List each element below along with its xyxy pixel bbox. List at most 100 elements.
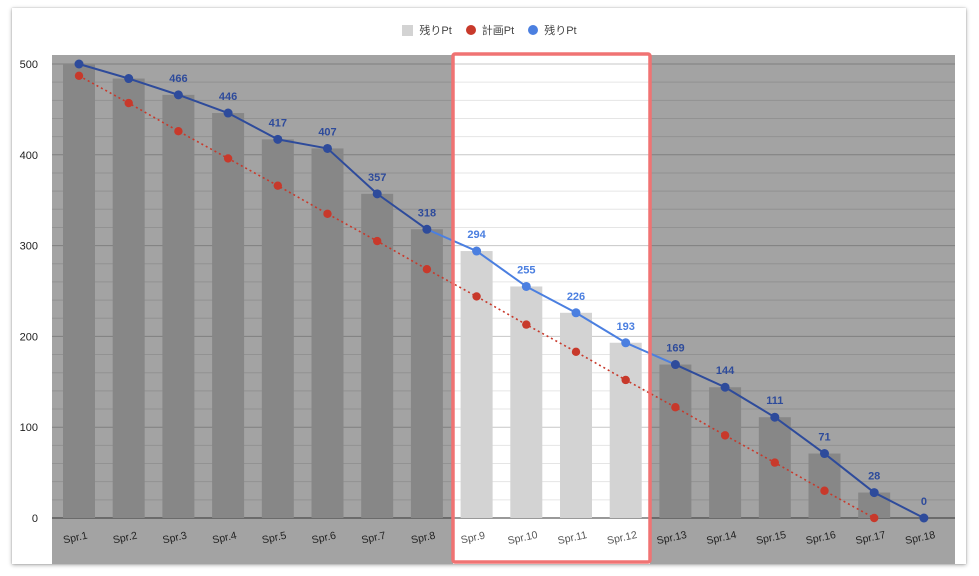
legend-item-plan[interactable]: 計画Pt [465,22,515,38]
remaining-point-Spr.8 [422,224,432,234]
data-label-Spr.8: 318 [418,207,436,219]
remaining-point-Spr.6 [323,143,332,153]
remaining-point-Spr.11 [571,308,581,318]
remaining-line-segment [724,386,776,419]
legend-label-bar: 残りPt [419,25,452,37]
bar-Spr.13 [659,364,692,518]
data-label-Spr.7: 357 [368,172,386,184]
legend-item-remaining[interactable]: 残りPt [528,22,577,38]
highlight-box [451,52,652,564]
remaining-point-Spr.13 [670,360,680,370]
bar-Spr.3 [162,94,195,518]
bar-Spr.12 [609,342,642,518]
data-label-Spr.12: 193 [617,321,635,333]
plan-point-Spr.5 [273,181,282,190]
plan-point-Spr.4 [223,154,233,163]
remaining-line-segment [525,285,577,314]
remaining-point-Spr.5 [273,134,283,144]
plan-point-Spr.14 [720,431,730,440]
bar-Spr.14 [709,387,742,518]
bar-Spr.9 [460,251,493,518]
remaining-point-Spr.18 [919,513,929,523]
bar-Spr.6 [311,148,344,518]
plan-point-Spr.13 [671,403,680,412]
x-tick-label: Spr.9 [460,530,487,547]
x-tick-label: Spr.6 [311,530,338,547]
x-tick-label: Spr.3 [162,530,189,547]
data-label-Spr.6: 407 [318,126,336,138]
remaining-line-segment [326,147,378,195]
remaining-point-Spr.2 [124,74,134,84]
plan-point-Spr.8 [422,265,432,274]
remaining-point-Spr.1 [74,59,84,69]
bar-Spr.11 [560,312,592,518]
remaining-point-Spr.15 [770,412,780,422]
remaining-point-Spr.10 [521,281,531,291]
legend-item-bar[interactable]: 残りPt [402,22,452,38]
legend-swatch-remaining [528,25,539,35]
x-tick-label: Spr.8 [410,530,437,547]
plan-point-Spr.12 [621,375,630,385]
plan-point-Spr.7 [373,236,382,246]
remaining-line-segment [823,452,875,494]
bar-Spr.16 [808,453,841,518]
data-label-Spr.18: 0 [921,496,927,508]
plan-point-Spr.9 [472,292,481,301]
legend-label-plan: 計画Pt [481,25,515,37]
plan-point-Spr.15 [770,458,779,467]
plan-point-Spr.1 [74,71,84,81]
remaining-line-segment [674,363,726,389]
remaining-point-Spr.12 [621,338,631,348]
plan-point-Spr.2 [124,98,133,108]
x-tick-label: Spr.2 [112,530,139,547]
remaining-point-Spr.17 [869,488,879,498]
remaining-line-segment [277,138,328,150]
remaining-line-segment [575,311,627,344]
data-label-Spr.17: 28 [868,471,880,483]
y-tick-label: 300 [20,241,38,253]
data-label-Spr.13: 169 [666,343,684,355]
remaining-line-segment [476,250,527,288]
remaining-line-segment [873,491,925,519]
remaining-line-segment [78,63,129,80]
data-label-Spr.14: 144 [716,365,735,377]
plan-point-Spr.6 [323,209,332,219]
bar-Spr.4 [212,113,245,519]
x-tick-label: Spr.4 [211,530,238,547]
bar-Spr.1 [63,64,95,518]
legend-swatch-plan [465,25,476,35]
remaining-line-segment [178,93,229,114]
data-label-Spr.16: 71 [818,432,830,444]
y-tick-label: 200 [20,331,38,343]
bar-Spr.5 [261,139,294,518]
remaining-line-segment [128,77,179,96]
data-label-Spr.10: 255 [517,264,535,276]
x-tick-label: Spr.5 [261,530,288,547]
bar-Spr.7 [361,193,394,518]
remaining-point-Spr.7 [372,189,382,199]
bar-Spr.15 [758,417,791,518]
y-tick-label: 400 [20,150,38,162]
plan-line [78,75,875,519]
data-label-Spr.15: 111 [766,395,783,407]
legend-label-remaining: 残りPt [544,25,577,37]
bar-Spr.2 [112,78,145,518]
x-tick-label: Spr.1 [62,530,89,547]
remaining-point-Spr.4 [223,108,233,118]
remaining-line-segment [376,193,428,231]
plan-point-Spr.17 [870,513,879,523]
data-label-Spr.3: 466 [169,73,187,85]
plan-point-Spr.11 [571,347,581,357]
y-tick-label: 500 [20,59,38,71]
data-label-Spr.11: 226 [567,291,585,303]
plan-point-Spr.10 [522,320,531,329]
remaining-point-Spr.14 [720,382,730,392]
x-tick-label: Spr.7 [360,530,387,547]
remaining-line-segment [227,112,279,141]
chart-legend: 残りPt 計画Pt 残りPt [0,22,979,38]
bar-Spr.8 [410,229,443,519]
y-tick-label: 100 [20,422,38,434]
data-label-Spr.9: 294 [467,229,486,241]
remaining-line-segment [774,416,826,455]
